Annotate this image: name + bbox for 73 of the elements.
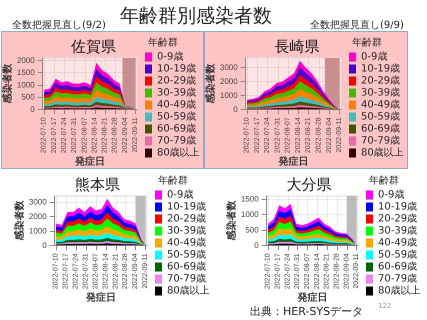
x-axis-title: 発症日 [277, 156, 308, 168]
legend-label: 80歳以上 [378, 284, 421, 296]
legend-label: 50-59歳 [361, 110, 400, 122]
legend-label: 30-39歳 [157, 86, 196, 98]
y-tick-label: 2000 [220, 77, 238, 86]
y-tick-label: 3000 [220, 63, 238, 72]
legend-label: 60-69歳 [167, 260, 206, 272]
legend-label: 40-49歳 [167, 236, 206, 248]
chart-title: 佐賀県 [71, 38, 116, 56]
y-tick-label: 1000 [240, 210, 260, 219]
y-tick-label: 3000 [28, 197, 48, 206]
chart-title: 熊本県 [75, 176, 120, 194]
y-axis-title: 感染者数 [204, 62, 216, 105]
y-tick-label: 500 [245, 225, 260, 234]
y-tick-label: 2000 [16, 56, 36, 65]
legend-label: 40-49歳 [157, 98, 196, 110]
legend-label: 80歳以上 [361, 146, 404, 158]
legend-label: 20-29歳 [361, 74, 400, 86]
y-tick-label: 1500 [240, 194, 260, 204]
y-axis-title: 感染者数 [14, 200, 26, 242]
x-axis-title: 発症日 [84, 292, 116, 304]
y-tick-label: 1000 [16, 80, 36, 90]
legend-label: 50-59歳 [157, 110, 196, 122]
legend-label: 30-39歳 [361, 86, 400, 98]
text: 全数把握見直し(9/9) [310, 18, 404, 32]
y-tick-label: 500 [21, 92, 36, 102]
legend-label: 60-69歳 [361, 122, 400, 134]
legend-title: 年齢群 [369, 174, 399, 186]
legend-label: 40-49歳 [361, 98, 400, 110]
source-note: 出典：HER-SYSデータ [250, 304, 364, 319]
chart-title: 大分県 [286, 176, 332, 194]
x-axis-title: 発症日 [296, 292, 328, 304]
y-tick-label: 1000 [220, 90, 238, 100]
legend-label: 70-79歳 [167, 272, 206, 284]
legend-label: 0-9歳 [378, 188, 404, 200]
legend-label: 70-79歳 [378, 272, 418, 284]
legend-label: 20-29歳 [157, 74, 196, 86]
legend-label: 0-9歳 [157, 50, 184, 62]
y-tick-label: 1500 [16, 68, 36, 78]
legend-label: 20-29歳 [167, 212, 206, 224]
legend-label: 50-59歳 [167, 248, 206, 260]
legend-label: 10-19歳 [378, 200, 418, 212]
chart-title: 長崎県 [274, 38, 320, 56]
legend-label: 60-69歳 [378, 260, 418, 272]
y-axis-title: 感染者数 [226, 200, 238, 242]
legend-label: 10-19歳 [157, 62, 196, 74]
legend-label: 70-79歳 [157, 134, 196, 146]
legend-label: 60-69歳 [157, 122, 196, 134]
legend-label: 40-49歳 [378, 236, 418, 248]
y-tick-label: 0 [42, 240, 48, 250]
legend-label: 0-9歳 [167, 188, 194, 200]
y-tick-label: 2000 [28, 212, 48, 221]
y-tick-label: 1000 [28, 226, 48, 236]
legend-label: 80歳以上 [167, 284, 210, 296]
x-axis-title: 発症日 [74, 156, 105, 168]
legend-label: 30-39歳 [167, 224, 206, 236]
legend-title: 年齢群 [352, 36, 382, 48]
legend-label: 10-19歳 [361, 62, 400, 74]
y-tick-label: 0 [233, 104, 238, 114]
legend-label: 80歳以上 [157, 146, 200, 158]
y-tick-label: 0 [30, 104, 36, 114]
y-tick-label: 0 [254, 240, 260, 250]
legend-label: 10-19歳 [167, 200, 206, 212]
legend-label: 70-79歳 [361, 134, 400, 146]
text: 年齢群別感染者数 [120, 4, 272, 29]
text: 全数把握見直し(9/2) [12, 18, 106, 32]
legend-label: 0-9歳 [361, 50, 388, 62]
legend-label: 30-39歳 [378, 224, 418, 236]
legend-title: 年齢群 [158, 174, 188, 186]
legend-label: 50-59歳 [378, 248, 418, 260]
legend-label: 20-29歳 [378, 212, 418, 224]
legend-title: 年齢群 [148, 36, 178, 48]
y-axis-title: 感染者数 [2, 62, 14, 105]
